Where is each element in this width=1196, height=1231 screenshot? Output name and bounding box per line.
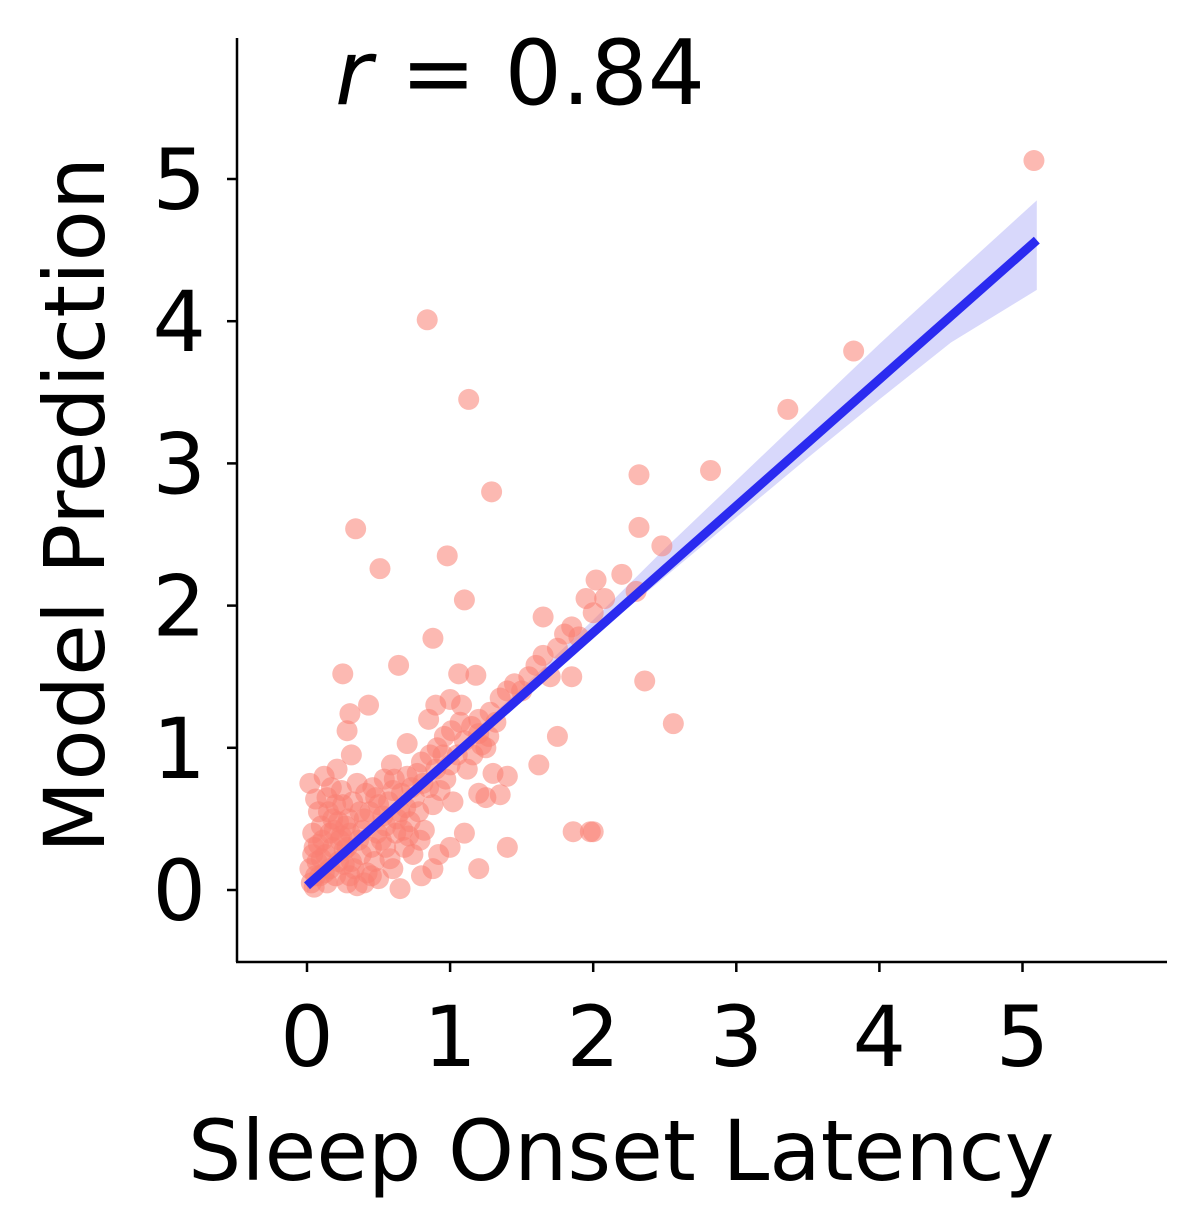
data-point xyxy=(700,460,722,482)
data-point xyxy=(1023,150,1045,172)
data-point xyxy=(582,821,604,843)
x-tick-label: 1 xyxy=(423,988,476,1086)
data-point xyxy=(365,787,387,809)
x-tick-label: 2 xyxy=(566,988,619,1086)
y-tick-label: 3 xyxy=(153,415,206,513)
data-point xyxy=(496,836,518,858)
x-tick-label: 4 xyxy=(853,988,906,1086)
data-point xyxy=(662,713,684,735)
data-point xyxy=(418,708,440,730)
data-point xyxy=(389,878,411,900)
data-point xyxy=(481,481,503,503)
correlation-value: = 0.84 xyxy=(372,21,705,126)
data-point xyxy=(358,694,380,716)
data-point xyxy=(380,754,402,776)
data-point xyxy=(449,711,471,733)
data-point xyxy=(326,758,348,780)
data-point xyxy=(336,720,358,742)
data-point xyxy=(528,754,550,776)
regression-line-layer xyxy=(304,236,1040,890)
data-point xyxy=(561,666,583,688)
data-point xyxy=(582,602,604,624)
x-tick-label: 5 xyxy=(996,988,1049,1086)
x-tick-label: 0 xyxy=(280,988,333,1086)
data-point xyxy=(436,545,458,567)
data-point xyxy=(375,836,397,858)
data-point xyxy=(562,821,584,843)
data-point xyxy=(451,694,473,716)
data-point xyxy=(410,865,432,887)
regression-line xyxy=(304,236,1040,890)
data-point xyxy=(458,388,480,410)
data-point xyxy=(489,784,511,806)
y-tick-label: 1 xyxy=(153,700,206,798)
data-point xyxy=(388,654,410,676)
data-point xyxy=(628,464,650,486)
data-point xyxy=(532,606,554,628)
data-point xyxy=(339,703,361,725)
data-point xyxy=(496,765,518,787)
data-point xyxy=(448,663,470,685)
data-point xyxy=(422,627,444,649)
data-point xyxy=(453,589,475,611)
y-tick-label: 0 xyxy=(153,842,206,940)
correlation-variable: r xyxy=(335,21,377,126)
data-point xyxy=(409,829,431,851)
y-tick-label: 4 xyxy=(153,273,206,371)
data-point xyxy=(368,868,390,890)
data-point xyxy=(340,744,362,766)
data-point xyxy=(585,569,607,591)
data-point xyxy=(435,768,457,790)
data-point xyxy=(634,670,656,692)
x-tick-label: 3 xyxy=(710,988,763,1086)
y-axis-title: Model Prediction xyxy=(26,157,124,853)
data-point xyxy=(843,340,865,362)
data-point xyxy=(396,733,418,755)
correlation-annotation: r = 0.84 xyxy=(335,21,705,126)
data-point xyxy=(546,725,568,747)
data-point xyxy=(594,587,616,609)
points-layer xyxy=(299,150,1045,900)
data-point xyxy=(453,822,475,844)
x-axis-title: Sleep Onset Latency xyxy=(188,1102,1055,1200)
data-point xyxy=(416,309,438,331)
data-point xyxy=(611,563,633,585)
data-point xyxy=(325,794,347,816)
data-point xyxy=(442,791,464,813)
data-point xyxy=(651,535,673,557)
y-tick-label: 2 xyxy=(153,558,206,656)
data-point xyxy=(465,664,487,686)
y-ticks: 0 1 2 3 4 5 xyxy=(153,131,237,940)
y-tick-label: 5 xyxy=(153,131,206,229)
data-point xyxy=(468,858,490,880)
data-point xyxy=(628,516,650,538)
data-point xyxy=(777,398,799,420)
data-point xyxy=(345,518,367,540)
data-point xyxy=(369,558,391,580)
data-point xyxy=(332,663,354,685)
